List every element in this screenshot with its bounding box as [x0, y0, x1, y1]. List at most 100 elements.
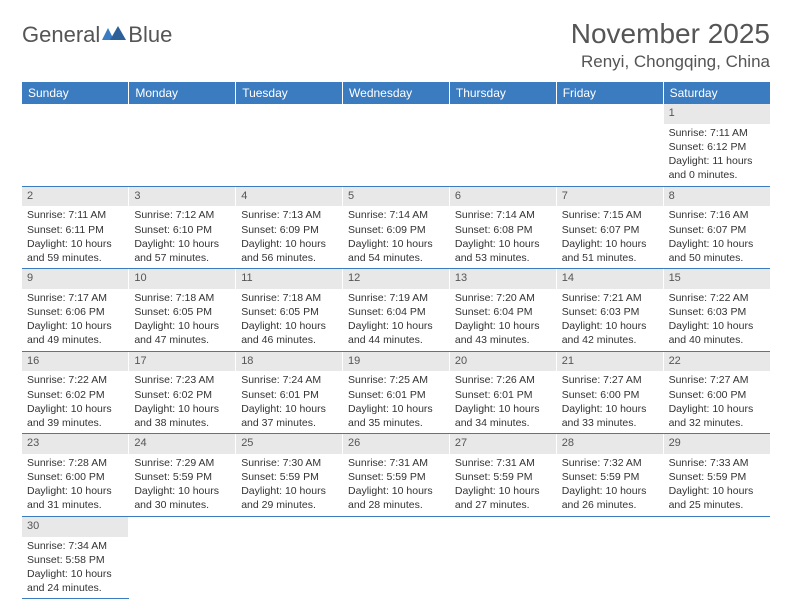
calendar-cell: 9Sunrise: 7:17 AMSunset: 6:06 PMDaylight… — [22, 269, 129, 352]
day-number: 11 — [236, 269, 342, 289]
month-title: November 2025 — [571, 18, 770, 50]
day-number: 29 — [664, 434, 770, 454]
day-number: 13 — [450, 269, 556, 289]
sunset-line: Sunset: 6:04 PM — [455, 305, 551, 319]
weekday-header: Saturday — [663, 82, 770, 104]
sunrise-line: Sunrise: 7:21 AM — [562, 291, 658, 305]
sunset-line: Sunset: 6:05 PM — [241, 305, 337, 319]
daylight-line: Daylight: 11 hours and 0 minutes. — [669, 154, 765, 182]
weekday-header: Wednesday — [343, 82, 450, 104]
sunrise-line: Sunrise: 7:18 AM — [241, 291, 337, 305]
day-number: 24 — [129, 434, 235, 454]
sunset-line: Sunset: 6:11 PM — [27, 223, 123, 237]
day-number: 27 — [450, 434, 556, 454]
day-number: 1 — [664, 104, 770, 124]
calendar-table: SundayMondayTuesdayWednesdayThursdayFrid… — [22, 82, 770, 599]
day-details: Sunrise: 7:21 AMSunset: 6:03 PMDaylight:… — [557, 289, 663, 351]
calendar-cell: 17Sunrise: 7:23 AMSunset: 6:02 PMDayligh… — [129, 351, 236, 434]
flag-icon — [102, 25, 126, 48]
daylight-line: Daylight: 10 hours and 27 minutes. — [455, 484, 551, 512]
calendar-cell: 13Sunrise: 7:20 AMSunset: 6:04 PMDayligh… — [449, 269, 556, 352]
calendar-cell — [236, 516, 343, 599]
logo: General Blue — [22, 22, 172, 48]
daylight-line: Daylight: 10 hours and 33 minutes. — [562, 402, 658, 430]
day-number: 2 — [22, 187, 128, 207]
day-details: Sunrise: 7:12 AMSunset: 6:10 PMDaylight:… — [129, 206, 235, 268]
calendar-cell: 12Sunrise: 7:19 AMSunset: 6:04 PMDayligh… — [343, 269, 450, 352]
sunset-line: Sunset: 6:08 PM — [455, 223, 551, 237]
sunset-line: Sunset: 6:04 PM — [348, 305, 444, 319]
sunrise-line: Sunrise: 7:22 AM — [27, 373, 123, 387]
sunrise-line: Sunrise: 7:23 AM — [134, 373, 230, 387]
daylight-line: Daylight: 10 hours and 30 minutes. — [134, 484, 230, 512]
sunrise-line: Sunrise: 7:30 AM — [241, 456, 337, 470]
calendar-cell: 21Sunrise: 7:27 AMSunset: 6:00 PMDayligh… — [556, 351, 663, 434]
daylight-line: Daylight: 10 hours and 35 minutes. — [348, 402, 444, 430]
calendar-cell: 14Sunrise: 7:21 AMSunset: 6:03 PMDayligh… — [556, 269, 663, 352]
daylight-line: Daylight: 10 hours and 24 minutes. — [27, 567, 123, 595]
day-details: Sunrise: 7:13 AMSunset: 6:09 PMDaylight:… — [236, 206, 342, 268]
sunrise-line: Sunrise: 7:28 AM — [27, 456, 123, 470]
sunrise-line: Sunrise: 7:17 AM — [27, 291, 123, 305]
calendar-cell: 7Sunrise: 7:15 AMSunset: 6:07 PMDaylight… — [556, 186, 663, 269]
daylight-line: Daylight: 10 hours and 59 minutes. — [27, 237, 123, 265]
day-details: Sunrise: 7:31 AMSunset: 5:59 PMDaylight:… — [450, 454, 556, 516]
sunrise-line: Sunrise: 7:31 AM — [455, 456, 551, 470]
day-details: Sunrise: 7:16 AMSunset: 6:07 PMDaylight:… — [664, 206, 770, 268]
day-details: Sunrise: 7:11 AMSunset: 6:12 PMDaylight:… — [664, 124, 770, 186]
day-details: Sunrise: 7:18 AMSunset: 6:05 PMDaylight:… — [129, 289, 235, 351]
day-details: Sunrise: 7:22 AMSunset: 6:02 PMDaylight:… — [22, 371, 128, 433]
day-number: 10 — [129, 269, 235, 289]
calendar-cell: 30Sunrise: 7:34 AMSunset: 5:58 PMDayligh… — [22, 516, 129, 599]
daylight-line: Daylight: 10 hours and 28 minutes. — [348, 484, 444, 512]
daylight-line: Daylight: 10 hours and 40 minutes. — [669, 319, 765, 347]
calendar-cell — [556, 104, 663, 186]
day-number: 16 — [22, 352, 128, 372]
day-details: Sunrise: 7:22 AMSunset: 6:03 PMDaylight:… — [664, 289, 770, 351]
sunset-line: Sunset: 6:07 PM — [562, 223, 658, 237]
day-number: 9 — [22, 269, 128, 289]
calendar-cell: 8Sunrise: 7:16 AMSunset: 6:07 PMDaylight… — [663, 186, 770, 269]
header: General Blue November 2025 Renyi, Chongq… — [22, 18, 770, 72]
calendar-cell: 29Sunrise: 7:33 AMSunset: 5:59 PMDayligh… — [663, 434, 770, 517]
day-number: 6 — [450, 187, 556, 207]
calendar-row: 2Sunrise: 7:11 AMSunset: 6:11 PMDaylight… — [22, 186, 770, 269]
day-number: 7 — [557, 187, 663, 207]
daylight-line: Daylight: 10 hours and 32 minutes. — [669, 402, 765, 430]
sunrise-line: Sunrise: 7:29 AM — [134, 456, 230, 470]
day-details: Sunrise: 7:18 AMSunset: 6:05 PMDaylight:… — [236, 289, 342, 351]
daylight-line: Daylight: 10 hours and 26 minutes. — [562, 484, 658, 512]
daylight-line: Daylight: 10 hours and 53 minutes. — [455, 237, 551, 265]
daylight-line: Daylight: 10 hours and 34 minutes. — [455, 402, 551, 430]
day-details: Sunrise: 7:30 AMSunset: 5:59 PMDaylight:… — [236, 454, 342, 516]
sunset-line: Sunset: 6:10 PM — [134, 223, 230, 237]
sunrise-line: Sunrise: 7:18 AM — [134, 291, 230, 305]
daylight-line: Daylight: 10 hours and 43 minutes. — [455, 319, 551, 347]
day-details: Sunrise: 7:34 AMSunset: 5:58 PMDaylight:… — [22, 537, 128, 599]
day-details: Sunrise: 7:25 AMSunset: 6:01 PMDaylight:… — [343, 371, 449, 433]
sunset-line: Sunset: 5:59 PM — [669, 470, 765, 484]
calendar-cell — [449, 104, 556, 186]
day-number: 8 — [664, 187, 770, 207]
day-number: 19 — [343, 352, 449, 372]
calendar-cell: 25Sunrise: 7:30 AMSunset: 5:59 PMDayligh… — [236, 434, 343, 517]
calendar-cell: 16Sunrise: 7:22 AMSunset: 6:02 PMDayligh… — [22, 351, 129, 434]
sunset-line: Sunset: 5:59 PM — [562, 470, 658, 484]
sunrise-line: Sunrise: 7:16 AM — [669, 208, 765, 222]
calendar-cell: 5Sunrise: 7:14 AMSunset: 6:09 PMDaylight… — [343, 186, 450, 269]
calendar-cell: 27Sunrise: 7:31 AMSunset: 5:59 PMDayligh… — [449, 434, 556, 517]
day-details: Sunrise: 7:23 AMSunset: 6:02 PMDaylight:… — [129, 371, 235, 433]
day-details: Sunrise: 7:19 AMSunset: 6:04 PMDaylight:… — [343, 289, 449, 351]
day-number: 23 — [22, 434, 128, 454]
day-number: 30 — [22, 517, 128, 537]
day-number: 25 — [236, 434, 342, 454]
day-number: 17 — [129, 352, 235, 372]
calendar-cell: 15Sunrise: 7:22 AMSunset: 6:03 PMDayligh… — [663, 269, 770, 352]
calendar-cell — [449, 516, 556, 599]
daylight-line: Daylight: 10 hours and 56 minutes. — [241, 237, 337, 265]
day-number: 18 — [236, 352, 342, 372]
calendar-cell: 23Sunrise: 7:28 AMSunset: 6:00 PMDayligh… — [22, 434, 129, 517]
sunrise-line: Sunrise: 7:24 AM — [241, 373, 337, 387]
sunrise-line: Sunrise: 7:22 AM — [669, 291, 765, 305]
daylight-line: Daylight: 10 hours and 31 minutes. — [27, 484, 123, 512]
